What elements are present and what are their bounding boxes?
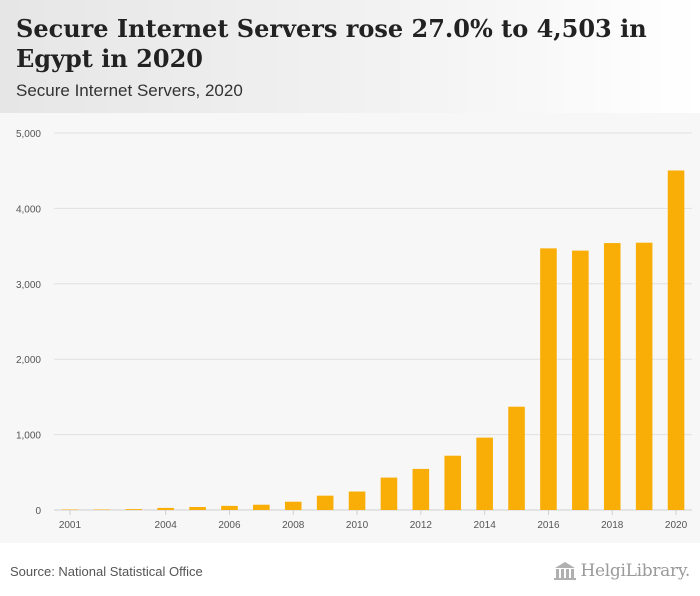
bar-2015[interactable] [508, 406, 525, 510]
bar-2017[interactable] [572, 250, 589, 510]
bar-2020[interactable] [667, 170, 685, 510]
chart-footer: Source: National Statistical Office Helg… [0, 543, 700, 596]
bars [61, 170, 685, 511]
x-axis-tick-labels: 2001 2004 2006 2008 2010 2012 2014 2016 2018 2020 [59, 510, 688, 531]
bar-2003[interactable] [125, 509, 143, 510]
logo-text: HelgiLibrary. [580, 561, 691, 581]
x-tick-label: 2008 [282, 520, 305, 531]
y-tick-label: 3,000 [16, 280, 41, 291]
bar-2013[interactable] [444, 455, 462, 510]
x-tick-label: 2006 [218, 520, 241, 531]
chart-title: Secure Internet Servers rose 27.0% to 4,… [16, 14, 647, 73]
bar-2002[interactable] [93, 509, 111, 511]
bar-2018[interactable] [603, 243, 621, 511]
bar-2016[interactable] [540, 248, 557, 510]
x-tick-label: 2010 [346, 520, 369, 531]
x-tick-label: 2020 [665, 520, 688, 531]
bar-2010[interactable] [348, 491, 366, 510]
y-tick-label: 2,000 [16, 355, 41, 366]
x-tick-label: 2001 [59, 520, 82, 531]
library-building-icon [553, 562, 576, 580]
y-tick-label: 4,000 [16, 204, 41, 215]
chart-subtitle: Secure Internet Servers, 2020 [16, 81, 243, 100]
bar-2008[interactable] [284, 501, 302, 510]
y-tick-label: 5,000 [16, 129, 41, 140]
bar-2006[interactable] [221, 505, 238, 510]
x-tick-label: 2012 [410, 520, 433, 531]
grid-lines [54, 132, 692, 511]
y-tick-label: 1,000 [16, 431, 41, 442]
bar-2007[interactable] [253, 504, 270, 510]
helgi-library-logo[interactable]: HelgiLibrary. [553, 560, 691, 582]
y-axis-tick-labels: 0 1,000 2,000 3,000 4,000 5,000 [16, 129, 41, 517]
bar-2005[interactable] [189, 506, 206, 510]
bar-2012[interactable] [412, 468, 430, 510]
bar-2011[interactable] [380, 477, 398, 510]
y-tick-label: 0 [35, 506, 41, 517]
source-note: Source: National Statistical Office [10, 564, 203, 579]
bar-2009[interactable] [316, 495, 334, 510]
bar-2014[interactable] [476, 437, 493, 510]
bar-2001[interactable] [61, 509, 79, 511]
chart-header: Secure Internet Servers rose 27.0% to 4,… [0, 0, 700, 113]
x-tick-label: 2014 [474, 520, 497, 531]
x-tick-label: 2016 [537, 520, 560, 531]
x-tick-label: 2004 [155, 520, 178, 531]
x-tick-label: 2018 [601, 520, 624, 531]
bar-2004[interactable] [157, 507, 174, 510]
bar-2019[interactable] [635, 242, 653, 510]
